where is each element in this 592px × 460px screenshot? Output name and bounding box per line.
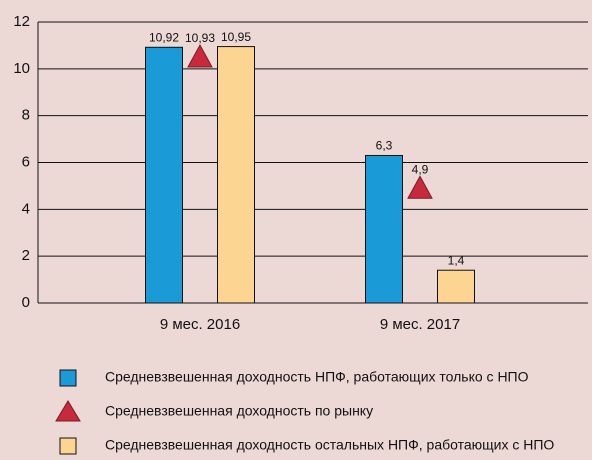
y-tick-label: 10 (13, 60, 30, 77)
bar (217, 46, 255, 304)
x-tick-label: 9 мес. 2016 (160, 316, 240, 333)
legend-marker (59, 369, 77, 387)
legend-label: Средневзвешенная доходность остальных НП… (105, 437, 554, 453)
y-tick-label: 6 (22, 153, 30, 170)
y-tick-label: 2 (22, 247, 30, 264)
legend-label: Средневзвешенная доходность НПФ, работаю… (105, 369, 529, 385)
y-tick-label: 0 (22, 294, 30, 311)
bar (437, 269, 475, 304)
triangle-marker (187, 44, 213, 68)
bar (145, 46, 183, 304)
x-tick-label: 9 мес. 2017 (380, 316, 460, 333)
value-label: 10,93 (185, 31, 215, 45)
legend-marker (59, 437, 77, 455)
value-label: 10,95 (221, 30, 251, 44)
y-tick-label: 12 (13, 13, 30, 30)
value-label: 10,92 (149, 30, 179, 44)
value-label: 4,9 (412, 162, 429, 176)
y-tick-label: 8 (22, 107, 30, 124)
value-label: 1,4 (448, 253, 465, 267)
y-tick-label: 4 (22, 200, 30, 217)
value-label: 6,3 (376, 139, 393, 153)
legend-label: Средневзвешенная доходность по рынку (105, 403, 373, 419)
legend-marker (55, 400, 81, 422)
bar (365, 154, 403, 304)
triangle-marker (407, 175, 433, 199)
